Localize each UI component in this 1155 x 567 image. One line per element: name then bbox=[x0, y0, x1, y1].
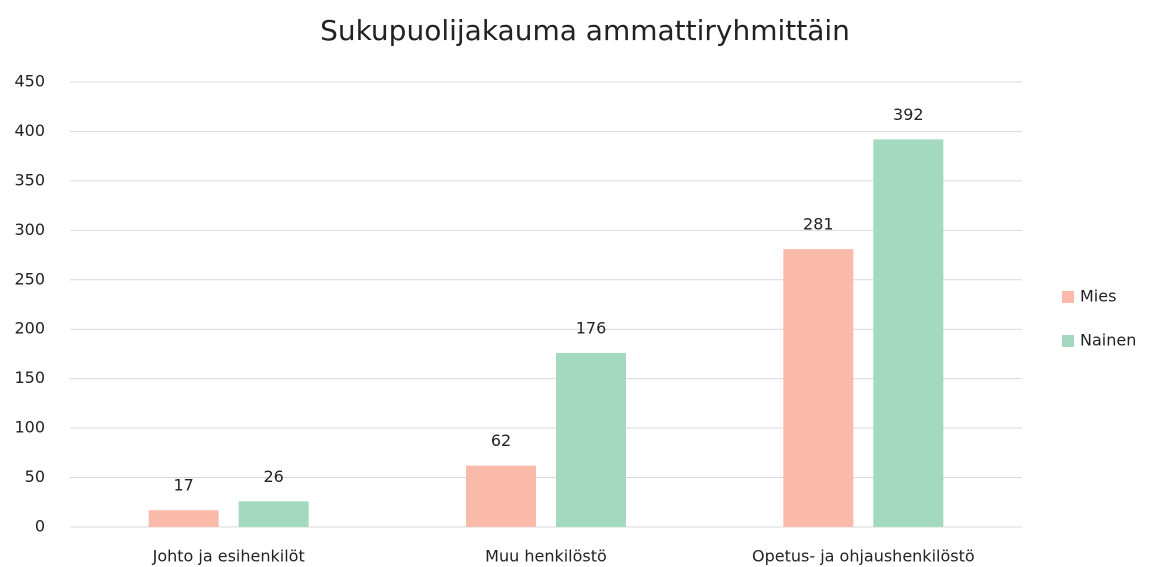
legend-swatch bbox=[1062, 291, 1074, 303]
data-label: 17 bbox=[173, 476, 193, 495]
legend-label: Mies bbox=[1080, 287, 1116, 306]
legend-swatch bbox=[1062, 335, 1074, 347]
data-label: 281 bbox=[803, 215, 834, 234]
y-tick-label: 50 bbox=[25, 467, 45, 486]
y-tick-label: 350 bbox=[14, 170, 45, 189]
y-tick-label: 0 bbox=[35, 517, 45, 536]
bar bbox=[238, 501, 309, 527]
bar bbox=[148, 510, 219, 527]
chart-title: Sukupuolijakauma ammattiryhmittäin bbox=[320, 14, 850, 47]
bar bbox=[466, 465, 536, 527]
x-tick-label: Johto ja esihenkilöt bbox=[152, 547, 305, 566]
bar bbox=[873, 139, 944, 527]
y-tick-label: 450 bbox=[14, 72, 45, 91]
data-label: 62 bbox=[491, 431, 511, 450]
y-tick-label: 100 bbox=[14, 418, 45, 437]
data-label: 176 bbox=[576, 318, 607, 337]
x-tick-label: Muu henkilöstö bbox=[485, 547, 607, 566]
legend-label: Nainen bbox=[1080, 331, 1136, 350]
y-tick-label: 200 bbox=[14, 319, 45, 338]
bar bbox=[556, 352, 626, 527]
x-tick-label: Opetus- ja ohjaushenkilöstö bbox=[752, 547, 975, 566]
bar bbox=[783, 249, 854, 527]
y-tick-label: 300 bbox=[14, 220, 45, 239]
data-label: 392 bbox=[893, 105, 924, 124]
data-label: 26 bbox=[263, 467, 283, 486]
y-tick-label: 250 bbox=[14, 269, 45, 288]
y-tick-label: 150 bbox=[14, 368, 45, 387]
y-tick-label: 400 bbox=[14, 121, 45, 140]
